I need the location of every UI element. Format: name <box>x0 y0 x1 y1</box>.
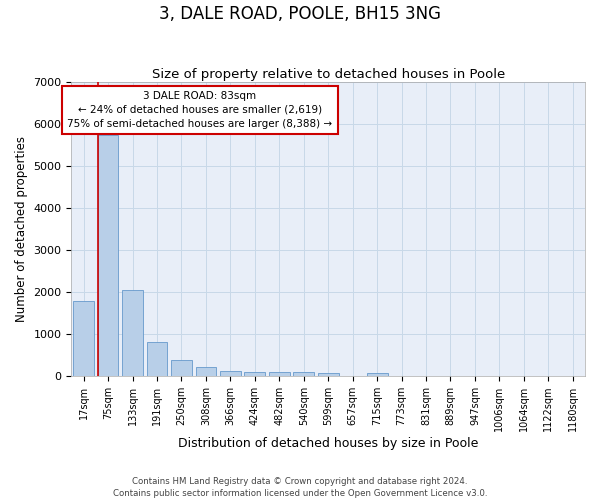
Bar <box>318 373 338 376</box>
Bar <box>244 372 265 376</box>
Text: 3, DALE ROAD, POOLE, BH15 3NG: 3, DALE ROAD, POOLE, BH15 3NG <box>159 5 441 23</box>
Bar <box>122 290 143 376</box>
Y-axis label: Number of detached properties: Number of detached properties <box>15 136 28 322</box>
Bar <box>171 360 192 376</box>
Text: Contains HM Land Registry data © Crown copyright and database right 2024.
Contai: Contains HM Land Registry data © Crown c… <box>113 476 487 498</box>
Bar <box>196 366 217 376</box>
Text: 3 DALE ROAD: 83sqm
← 24% of detached houses are smaller (2,619)
75% of semi-deta: 3 DALE ROAD: 83sqm ← 24% of detached hou… <box>67 91 332 129</box>
Bar <box>73 300 94 376</box>
Bar <box>293 372 314 376</box>
Bar <box>220 371 241 376</box>
Bar <box>146 342 167 376</box>
Bar <box>269 372 290 376</box>
Title: Size of property relative to detached houses in Poole: Size of property relative to detached ho… <box>152 68 505 81</box>
Bar <box>367 373 388 376</box>
X-axis label: Distribution of detached houses by size in Poole: Distribution of detached houses by size … <box>178 437 478 450</box>
Bar <box>98 134 118 376</box>
